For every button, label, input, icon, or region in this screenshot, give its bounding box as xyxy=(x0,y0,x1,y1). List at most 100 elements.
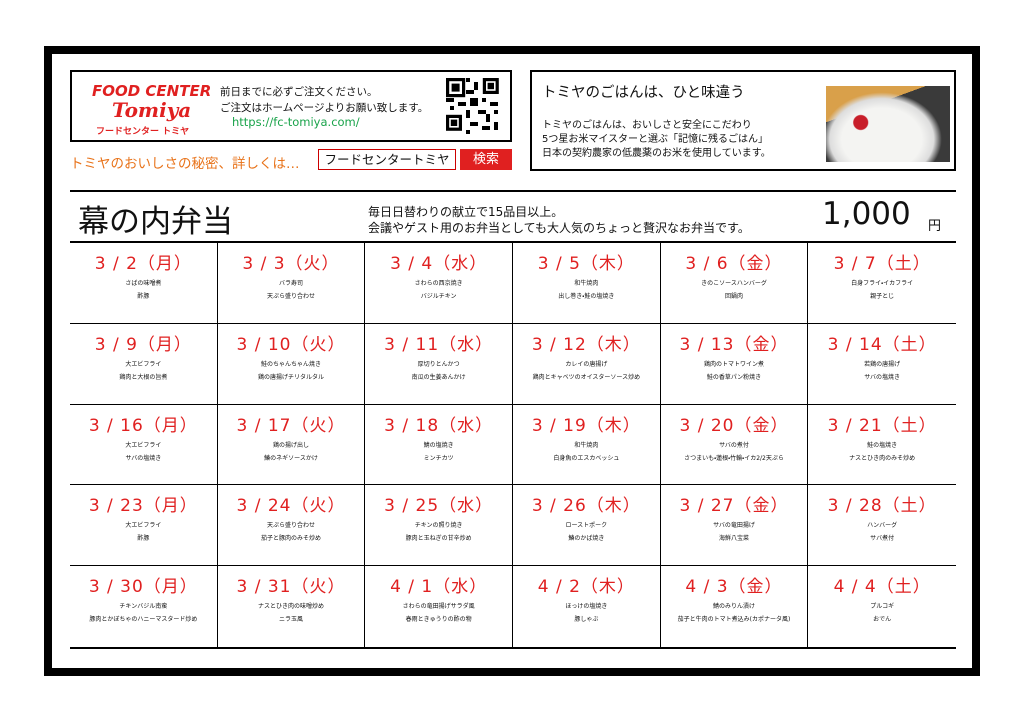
date: 3 / 30（月） xyxy=(88,577,198,598)
info-box: FOOD CENTER Tomiya フードセンター トミヤ 前日までに必ずご注… xyxy=(70,70,512,142)
day-cell: 3 / 7（土） 白身フライ・イカフライ 親子とじ xyxy=(808,243,956,324)
dish: 大エビフライ xyxy=(125,360,162,368)
date: 3 / 4（水） xyxy=(390,254,488,274)
dish: 天ぷら盛り合わせ xyxy=(266,293,315,300)
dish: チキンバジル南蛮 xyxy=(119,603,168,611)
dish: 鮭のちゃんちゃん焼き xyxy=(260,360,321,368)
dish: 鰆のネギソースかけ xyxy=(264,454,318,462)
dish: 鮭の塩焼き xyxy=(867,441,898,449)
dish: 鮭の香草パン粉焼き xyxy=(706,373,762,381)
notice: 前日までに必ずご注文ください。 xyxy=(220,86,378,98)
currency: 円 xyxy=(928,219,942,234)
dish: さわらの西京焼き xyxy=(414,280,463,287)
dish: 酢豚 xyxy=(137,293,150,300)
dish: 鶏の揚げ出し xyxy=(272,441,309,449)
date: 3 / 25（水） xyxy=(384,496,494,517)
dish: 和牛焼肉 xyxy=(574,441,599,449)
day-cell: 3 / 24（火） 天ぷら盛り合わせ 茄子と豚肉のみそ炒め xyxy=(217,485,366,567)
dish: 若鶏の唐揚げ xyxy=(864,360,901,368)
dish: 大エビフライ xyxy=(125,522,162,530)
dish: ナスとひき肉の味噌炒め xyxy=(257,603,324,611)
dish: 出し巻き・鮭の塩焼き xyxy=(558,293,615,300)
menu-description: 毎日日替わりの献立で15品目以上。 xyxy=(368,205,564,219)
search-box[interactable]: フードセンタートミヤ xyxy=(318,149,456,170)
day-cell: 3 / 2（月） さばの味噌煮 酢豚 xyxy=(70,243,218,324)
day-cell: 3 / 30（月） チキンバジル南蛮豚肉とかぼちゃのハニーマスタード炒め xyxy=(70,566,218,647)
dish: さばの味噌煮 xyxy=(125,280,162,287)
day-cell: 3 / 14（土） 若鶏の唐揚げ サバの塩焼き xyxy=(808,324,956,405)
date: 3 / 3（火） xyxy=(242,254,340,274)
day-cell: 3 / 23（月） 大エビフライ 酢豚 xyxy=(70,485,218,567)
search-label: トミヤのおいしさの秘密、詳しくは… xyxy=(70,156,300,172)
date: 3 / 17（火） xyxy=(236,415,346,436)
dish: 親子とじ xyxy=(870,293,895,300)
promo-line: 5つ星お米マイスターと選ぶ「記憶に残るごはん」 xyxy=(542,134,769,145)
day-cell: 3 / 9（月） 大エビフライ 鶏肉と大根の旨煮 xyxy=(70,323,218,405)
day-cell: 3 / 26（木） ローストポーク 鰆のかば焼き xyxy=(513,485,661,567)
date: 3 / 9（月） xyxy=(94,334,192,355)
dish: さわらの竜田揚げサラダ風 xyxy=(402,603,475,611)
dish: ハンバーグ xyxy=(867,522,898,530)
day-cell: 3 / 12（木） カレイの唐揚げ 鶏肉とキャベツのオイスターソース炒め xyxy=(513,323,661,405)
dish: 回鍋肉 xyxy=(724,293,743,300)
promo-box: トミヤのごはんは、ひと味違う トミヤのごはんは、おいしさと安全にこだわり 5つ星… xyxy=(530,70,956,171)
notice: ご注文はホームページよりお願い致します。 xyxy=(220,102,429,114)
date: 3 / 23（月） xyxy=(88,496,198,517)
date: 3 / 6（金） xyxy=(685,254,783,274)
rule xyxy=(70,190,956,192)
day-cell: 3 / 27（金） サバの竜田揚げ 海鮮八宝菜 xyxy=(660,485,809,567)
dish: 和牛焼肉 xyxy=(574,280,599,287)
date: 3 / 20（金） xyxy=(679,415,789,436)
dish: バラ寿司 xyxy=(278,280,303,287)
date: 3 / 24（火） xyxy=(236,496,346,517)
day-cell: 3 / 28（土） ハンバーグ サバ煮付 xyxy=(808,485,956,567)
day-cell: 3 / 11（水） 厚切りとんかつ 南瓜の生姜あんかけ xyxy=(365,323,513,405)
dish: 茄子と豚肉のみそ炒め xyxy=(260,535,321,543)
frame xyxy=(44,46,980,676)
dish: 豚肉と玉ねぎの甘辛炒め xyxy=(405,535,472,543)
day-cell: 3 / 20（金） サバの煮付 さつまいも・蓮根・竹輪・イカ2/2天ぷら xyxy=(660,404,809,486)
day-cell: 4 / 2（木） ほっけの塩焼き 豚しゃぶ xyxy=(513,566,661,647)
url[interactable]: https://fc-tomiya.com/ xyxy=(232,115,360,129)
day-cell: 3 / 31（火） ナスとひき肉の味噌炒め ニラ玉風 xyxy=(218,566,366,647)
day-cell: 3 / 4（水） さわらの西京焼き バジルチキン xyxy=(365,243,513,324)
date: 3 / 14（土） xyxy=(827,334,937,355)
price: 1,000 xyxy=(822,196,911,232)
promo-line: トミヤのごはんは、おいしさと安全にこだわり xyxy=(542,120,752,131)
date: 4 / 3（金） xyxy=(685,577,783,598)
date: 3 / 21（土） xyxy=(827,415,937,436)
dish: 茄子と牛肉のトマト煮込み(カポナータ風) xyxy=(677,616,791,624)
dish: サバの煮付 xyxy=(719,441,749,449)
date: 3 / 18（水） xyxy=(384,415,494,436)
menu-title: 幕の内弁当 xyxy=(78,204,233,240)
promo-title: トミヤのごはんは、ひと味違う xyxy=(542,85,745,101)
dish: 豚肉とかぼちゃのハニーマスタード炒め xyxy=(89,616,198,624)
dish: 鶏肉のトマトワイン煮 xyxy=(703,360,764,368)
dish: 豚しゃぶ xyxy=(574,616,599,624)
dish: ナスとひき肉のみそ炒め xyxy=(849,454,916,462)
day-cell: 3 / 16（月） 大エビフライ サバの塩焼き xyxy=(70,404,218,486)
dish: チキンの照り焼き xyxy=(414,522,463,530)
day-cell: 3 / 5（木） 和牛焼肉出し巻き・鮭の塩焼き xyxy=(513,243,661,324)
dish: ほっけの塩焼き xyxy=(565,603,608,611)
date: 3 / 12（木） xyxy=(531,334,641,355)
day-cell: 3 / 6（金） きのこソースハンバーグ 回鍋肉 xyxy=(660,243,809,324)
logo: FOOD CENTER xyxy=(92,82,212,100)
date: 3 / 27（金） xyxy=(679,496,789,517)
search-button[interactable]: 検索 xyxy=(460,149,512,170)
menu-grid: 3 / 2（月） さばの味噌煮 酢豚 3 / 3（火） バラ寿司天ぷら盛り合わせ 3 / … xyxy=(70,241,956,649)
dish: サバの竜田揚げ xyxy=(713,522,755,530)
logo: Tomiya xyxy=(112,98,192,122)
day-cell: 4 / 3（金） 鯖のみりん漬け 茄子と牛肉のトマト煮込み(カポナータ風) xyxy=(661,566,809,647)
qr-code xyxy=(446,78,499,134)
date: 4 / 4（土） xyxy=(833,577,931,598)
date: 3 / 5（木） xyxy=(537,254,635,274)
dish: 海鮮八宝菜 xyxy=(718,535,749,543)
dish: 大エビフライ xyxy=(125,441,162,449)
dish: 酢豚 xyxy=(137,535,150,543)
date: 3 / 7（土） xyxy=(833,254,931,274)
dish: 白身フライ・イカフライ xyxy=(851,280,914,287)
date: 3 / 10（火） xyxy=(236,334,346,355)
logo: フードセンター トミヤ xyxy=(96,127,190,137)
